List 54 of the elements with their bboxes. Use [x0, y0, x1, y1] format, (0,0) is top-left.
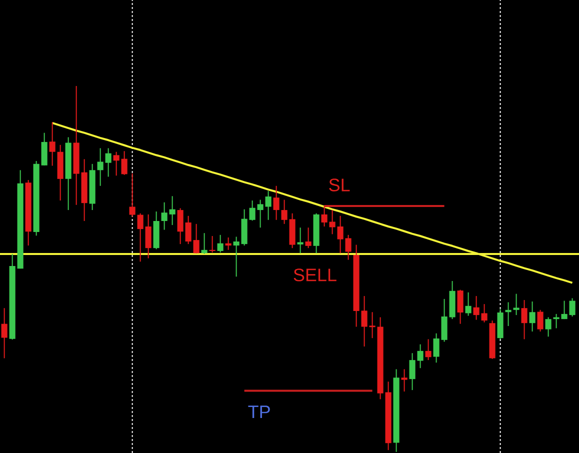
candlestick	[337, 215, 344, 254]
candlestick	[129, 172, 136, 218]
candlestick	[369, 312, 376, 339]
candlestick	[321, 206, 328, 227]
candlestick	[545, 316, 552, 338]
candlestick	[433, 332, 440, 364]
candlestick	[417, 344, 424, 369]
candlestick	[169, 196, 176, 226]
candlestick	[41, 132, 48, 166]
candlestick	[137, 212, 144, 262]
candlestick	[177, 208, 184, 245]
candlestick	[521, 300, 528, 340]
candlestick	[217, 234, 224, 253]
candlestick	[225, 236, 232, 250]
candlestick	[113, 151, 120, 176]
candlestick	[161, 202, 168, 230]
candlestick	[201, 232, 208, 254]
candlestick	[441, 298, 448, 342]
candlestick	[257, 199, 264, 228]
ref-line-label: SELL	[294, 268, 336, 282]
candlestick	[1, 308, 8, 359]
candlestick	[345, 234, 352, 260]
candlestick	[481, 304, 488, 323]
candlestick	[121, 150, 128, 176]
candlestick	[185, 215, 192, 245]
candlestick	[401, 368, 408, 392]
series-label: SL	[329, 178, 350, 192]
candlestick	[409, 352, 416, 391]
candlestick	[273, 185, 280, 220]
candlestick	[97, 148, 104, 186]
candlestick	[233, 236, 240, 278]
candlestick	[281, 199, 288, 224]
candlestick	[297, 227, 304, 254]
candlestick	[49, 122, 56, 166]
candlestick	[553, 313, 560, 329]
candlestick	[465, 292, 472, 316]
candlestick	[305, 227, 312, 249]
candlestick	[425, 338, 432, 361]
candlestick	[505, 302, 512, 327]
candlestick	[145, 214, 152, 259]
candlestick	[457, 289, 464, 324]
candlestick	[249, 200, 256, 222]
series-label: TP	[248, 406, 270, 418]
candlestick	[569, 298, 576, 318]
candlestick	[361, 296, 368, 348]
candlestick	[529, 301, 536, 332]
candlestick	[105, 148, 112, 178]
candlestick	[193, 223, 200, 254]
candlestick	[265, 190, 272, 220]
candlestick	[561, 300, 568, 320]
candlestick	[537, 309, 544, 332]
candlestick	[473, 296, 480, 320]
candlestick	[329, 210, 336, 235]
candlestick	[513, 293, 520, 316]
